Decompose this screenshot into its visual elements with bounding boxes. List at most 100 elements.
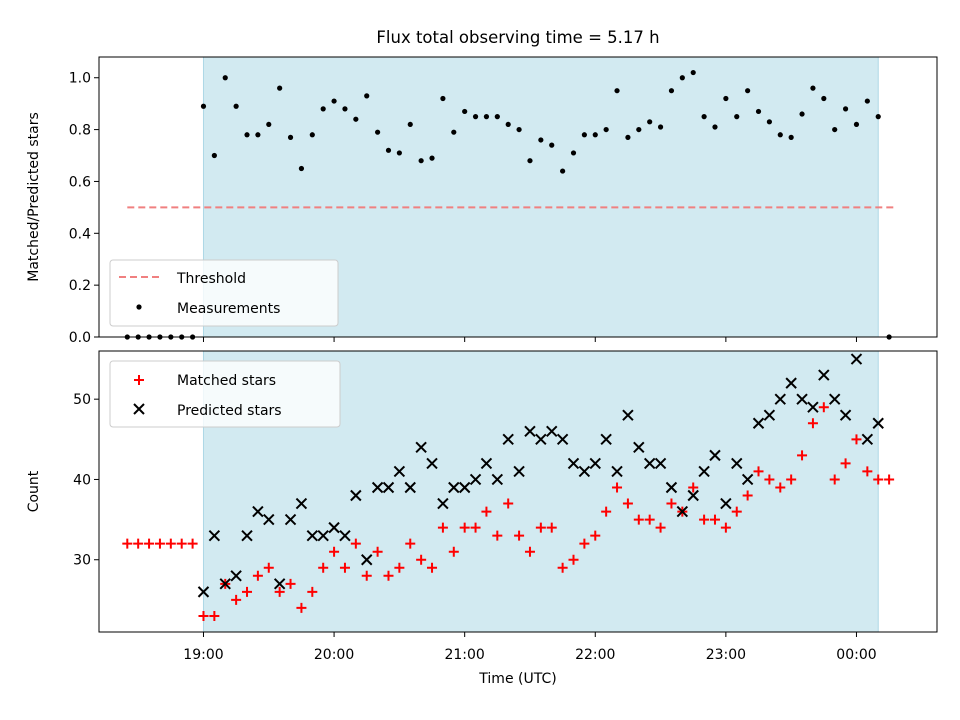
- matched-star-point: [590, 530, 601, 541]
- matched-star-point: [612, 482, 623, 493]
- matched-star-point: [503, 498, 514, 509]
- predicted-star-point: [807, 401, 819, 413]
- predicted-star-point: [785, 377, 797, 389]
- predicted-star-point: [839, 409, 852, 421]
- matched-star-point: [840, 458, 851, 469]
- matched-star-point: [296, 602, 307, 613]
- measurement-point: [222, 75, 228, 81]
- measurement-point: [211, 152, 217, 159]
- predicted-star-point: [872, 417, 884, 429]
- predicted-star-point: [480, 457, 493, 470]
- measurement-point: [592, 132, 598, 138]
- matched-star-point: [655, 522, 666, 533]
- predicted-star-point: [720, 497, 732, 510]
- y-tick-label: 0.2: [69, 278, 91, 294]
- matched-star-point: [339, 562, 350, 573]
- matched-star-point: [524, 546, 535, 557]
- matched-star-point: [307, 586, 318, 597]
- measurement-point: [418, 158, 424, 164]
- predicted-star-point: [404, 481, 416, 494]
- predicted-star-point: [698, 465, 710, 478]
- measurement-point: [647, 119, 653, 125]
- matched-star-point: [851, 434, 862, 445]
- predicted-star-point: [371, 481, 384, 494]
- measurement-point: [788, 134, 794, 140]
- predicted-star-point: [643, 457, 656, 470]
- predicted-star-point: [426, 457, 438, 470]
- measurement-point: [712, 124, 718, 130]
- chart-title: Flux total observing time = 5.17 h: [376, 28, 659, 47]
- matched-star-point: [775, 482, 786, 493]
- measurement-point: [353, 116, 359, 122]
- y-tick-label: 30: [73, 553, 91, 569]
- matched-star-point: [274, 586, 285, 597]
- measurement-point: [255, 132, 261, 138]
- measurement-point: [679, 75, 685, 81]
- predicted-star-point: [230, 570, 242, 582]
- legend-bottom: Matched stars Predicted stars: [109, 360, 341, 428]
- predicted-star-point: [317, 529, 329, 542]
- matched-star-point: [514, 530, 525, 541]
- predicted-star-point: [524, 425, 536, 437]
- measurement-point: [864, 98, 870, 104]
- matched-star-point: [437, 522, 448, 533]
- predicted-star-point: [752, 417, 765, 429]
- measurement-point: [581, 132, 587, 138]
- predicted-star-point: [339, 529, 351, 542]
- measurement-point: [560, 168, 566, 174]
- measurement-point: [875, 114, 881, 120]
- matched-star-point: [699, 514, 710, 525]
- matched-star-point: [165, 538, 176, 549]
- measurement-point: [527, 158, 533, 164]
- matched-star-point: [481, 506, 492, 517]
- predicted-star-point: [861, 433, 874, 446]
- measurement-point: [810, 85, 816, 91]
- matched-star-point: [601, 506, 612, 517]
- y-tick-label: 0.0: [69, 330, 91, 346]
- measurement-point: [244, 132, 250, 138]
- predicted-star-point: [665, 481, 678, 494]
- predicted-star-point: [448, 481, 460, 494]
- matched-star-point: [786, 474, 797, 485]
- matched-star-point: [263, 562, 274, 573]
- measurement-point: [625, 134, 631, 140]
- predicted-star-point: [589, 457, 601, 470]
- measurement-point: [516, 126, 522, 133]
- measurement-point: [342, 106, 348, 112]
- top-panel: 0.0 0.2 0.4 0.6 0.8 1.0 Matched/Predicted star…: [26, 56, 938, 346]
- measurement-point: [842, 106, 849, 112]
- predicted-star-point: [731, 457, 743, 470]
- predicted-star-point: [774, 393, 786, 405]
- matched-star-point: [568, 554, 579, 565]
- matched-star-point: [427, 562, 438, 573]
- predicted-star-point: [241, 529, 253, 542]
- y-tick-label: 0.8: [69, 123, 91, 139]
- matched-star-point: [535, 522, 546, 533]
- measurement-point: [266, 121, 272, 128]
- matched-star-point: [688, 482, 699, 493]
- y-axis-label: Matched/Predicted stars: [26, 112, 42, 282]
- matched-star-point: [144, 538, 155, 549]
- predicted-star-point: [578, 465, 591, 478]
- matched-star-point: [818, 402, 829, 413]
- measurement-point: [505, 121, 511, 128]
- predicted-star-point: [295, 497, 308, 510]
- measurement-point: [603, 126, 609, 133]
- matched-star-point: [709, 514, 720, 525]
- y-tick-label: 50: [73, 392, 91, 408]
- measurement-point: [462, 108, 468, 115]
- matched-star-point: [187, 538, 198, 549]
- predicted-star-point: [361, 554, 373, 566]
- measurement-point: [723, 95, 729, 102]
- matched-star-point: [492, 530, 503, 541]
- measurement-point: [287, 134, 294, 140]
- measurement-point: [799, 111, 805, 117]
- matched-star-point: [318, 562, 329, 573]
- measurement-point: [364, 93, 370, 99]
- matched-star-point: [884, 474, 895, 485]
- predicted-star-point: [415, 441, 427, 454]
- predicted-star-point: [328, 521, 340, 534]
- matched-star-point: [731, 506, 742, 517]
- measurement-point: [472, 114, 479, 120]
- x-tick-label: 20:00: [314, 647, 354, 663]
